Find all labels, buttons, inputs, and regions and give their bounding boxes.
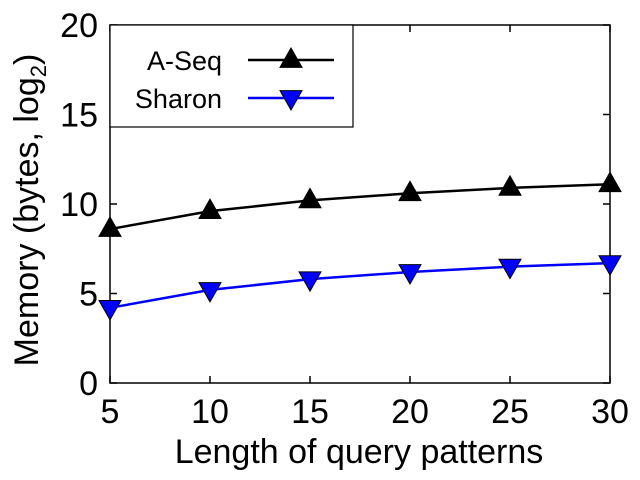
y-tick-label: 20 bbox=[60, 7, 98, 45]
legend-label: A-Seq bbox=[147, 46, 222, 76]
y-axis-ticks: 0 5 10 15 20 bbox=[60, 7, 610, 403]
y-axis-label: Memory (bytes, log2) bbox=[8, 54, 51, 367]
data-point-a-seq bbox=[298, 187, 322, 209]
x-tick-label: 5 bbox=[101, 393, 120, 431]
data-point-sharon bbox=[598, 255, 622, 277]
data-point-a-seq bbox=[598, 171, 622, 193]
legend: A-Seq Sharon bbox=[135, 46, 334, 114]
legend-label: Sharon bbox=[135, 84, 222, 114]
y-tick-label: 15 bbox=[60, 97, 98, 135]
series-layer bbox=[98, 171, 622, 321]
legend-box bbox=[109, 24, 354, 128]
x-tick-label: 25 bbox=[491, 393, 529, 431]
data-point-sharon bbox=[298, 271, 322, 293]
y-axis-label-subscript: 2 bbox=[26, 65, 51, 77]
y-axis-label-main: Memory (bytes, log bbox=[8, 77, 46, 366]
x-tick-label: 30 bbox=[591, 393, 629, 431]
data-point-sharon bbox=[98, 299, 122, 321]
x-tick-label: 15 bbox=[291, 393, 329, 431]
legend-marker-icon bbox=[279, 46, 303, 68]
data-point-sharon bbox=[398, 264, 422, 286]
data-point-sharon bbox=[498, 258, 522, 280]
y-tick-label: 0 bbox=[79, 365, 98, 403]
x-tick-label: 10 bbox=[191, 393, 229, 431]
data-point-a-seq bbox=[498, 174, 522, 196]
data-point-a-seq bbox=[98, 216, 122, 237]
data-point-a-seq bbox=[198, 198, 222, 220]
data-point-sharon bbox=[198, 282, 222, 303]
x-axis-ticks: 5 10 15 20 25 30 bbox=[101, 25, 629, 431]
series-line-sharon bbox=[109, 261, 611, 310]
series-line-a-seq bbox=[109, 183, 611, 231]
y-tick-label: 5 bbox=[79, 276, 98, 314]
data-point-a-seq bbox=[398, 180, 422, 202]
y-tick-label: 10 bbox=[60, 186, 98, 224]
legend-marker-icon bbox=[279, 90, 303, 112]
x-tick-label: 20 bbox=[391, 393, 429, 431]
y-axis-label-close: ) bbox=[8, 54, 46, 65]
x-axis-label: Length of query patterns bbox=[175, 433, 544, 471]
